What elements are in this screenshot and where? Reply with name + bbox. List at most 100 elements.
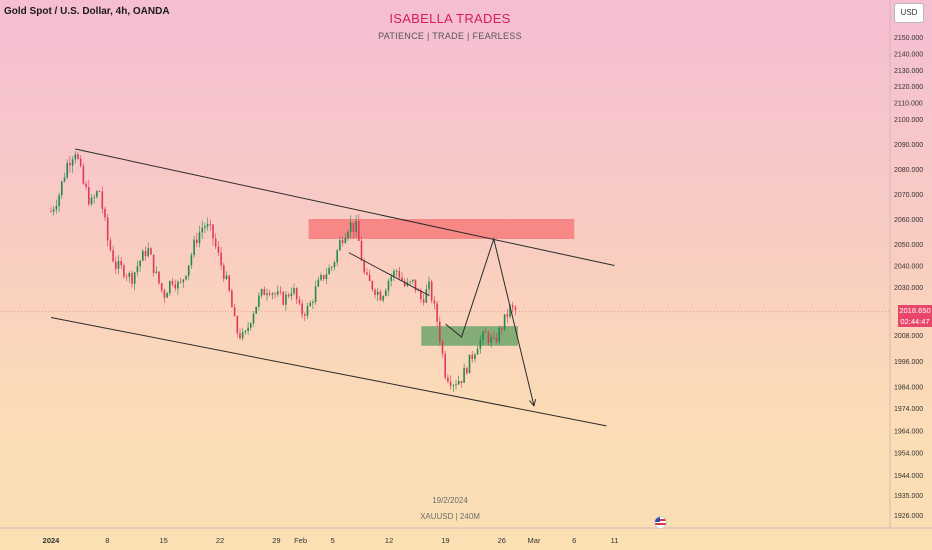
y-tick-label: 2110.000 — [894, 101, 923, 108]
candle-body — [58, 195, 60, 207]
candle-body — [220, 252, 222, 266]
candle-body — [401, 277, 403, 281]
projection-arrowhead — [529, 398, 537, 407]
x-tick-label: 26 — [498, 536, 506, 545]
candle-body — [71, 159, 74, 166]
candle-body — [306, 306, 309, 316]
minor-trendline — [348, 252, 430, 297]
candle-body — [282, 292, 284, 305]
y-tick-label: 1944.000 — [894, 473, 923, 480]
currency-button[interactable]: USD — [894, 3, 924, 23]
candle-body — [457, 380, 460, 385]
candle-body — [317, 279, 320, 287]
bar-countdown: 02:44:47 — [900, 317, 930, 326]
x-tick-label: 29 — [272, 536, 280, 545]
candle-body — [185, 275, 187, 280]
candle-body — [314, 286, 317, 302]
candle-body — [449, 381, 452, 386]
candle-body — [293, 288, 295, 294]
candle-body — [436, 303, 438, 322]
candle-body — [344, 238, 347, 244]
candle-body — [420, 290, 422, 300]
candle-body — [260, 289, 263, 296]
candle-body — [50, 211, 52, 213]
candle-body — [460, 380, 463, 383]
candle-body — [301, 303, 303, 315]
candle-body — [487, 332, 490, 343]
x-tick-label: Feb — [294, 536, 307, 545]
y-tick-label: 2120.000 — [894, 84, 923, 91]
candle-body — [125, 276, 128, 278]
candle-body — [414, 279, 417, 291]
candle-body — [509, 305, 511, 317]
y-tick-label: 2060.000 — [894, 217, 923, 224]
candle-body — [166, 293, 168, 298]
y-tick-label: 2130.000 — [894, 68, 923, 75]
y-tick-label: 1984.000 — [894, 385, 923, 392]
candle-body — [241, 332, 244, 339]
candle-body — [171, 280, 174, 285]
candle-body — [474, 354, 476, 359]
candle-body — [463, 367, 465, 383]
candle-body — [479, 339, 482, 350]
candle-body — [358, 221, 360, 241]
candle-body — [409, 281, 411, 283]
candle-body — [447, 377, 449, 382]
candle-body — [336, 250, 338, 263]
candle-body — [295, 288, 298, 300]
candle-body — [82, 165, 85, 184]
y-tick-label: 2070.000 — [894, 192, 923, 199]
candle-body — [347, 231, 349, 239]
candle-body — [104, 208, 106, 218]
candle-body — [123, 265, 125, 277]
y-tick-label: 1954.000 — [894, 451, 923, 458]
candle-body — [277, 291, 279, 295]
x-tick-label: 8 — [105, 536, 109, 545]
candle-body — [455, 384, 457, 386]
candle-body — [503, 314, 506, 330]
candle-body — [466, 367, 468, 374]
candle-body — [52, 209, 55, 212]
candle-body — [374, 289, 376, 295]
candle-body — [468, 354, 471, 374]
candle-body — [117, 261, 120, 269]
candle-body — [382, 295, 384, 301]
candle-body — [120, 261, 122, 266]
candle-body — [112, 250, 114, 262]
candle-body — [106, 217, 109, 241]
candle-body — [312, 301, 314, 304]
brand-title: ISABELLA TRADES — [389, 11, 511, 26]
candle-body — [158, 271, 160, 284]
candle-body — [325, 274, 328, 280]
candle-body — [255, 306, 257, 314]
x-tick-label: 12 — [385, 536, 393, 545]
candle-body — [390, 276, 392, 281]
candle-body — [393, 271, 395, 277]
candle-body — [417, 290, 419, 292]
candle-body — [395, 270, 398, 272]
candle-body — [271, 293, 274, 295]
candle-body — [179, 281, 182, 283]
candle-body — [209, 224, 212, 226]
candle-body — [63, 177, 66, 182]
candle-body — [320, 275, 322, 280]
candle-body — [147, 248, 149, 257]
candle-body — [115, 261, 117, 269]
y-tick-label: 1935.000 — [894, 493, 923, 500]
candle-body — [363, 260, 365, 273]
candle-body — [322, 275, 325, 280]
candle-body — [142, 250, 144, 261]
candle-body — [258, 295, 260, 307]
candle-body — [152, 254, 155, 273]
candle-body — [182, 279, 185, 283]
candle-body — [366, 272, 368, 275]
candle-body — [430, 281, 433, 301]
candle-body — [93, 196, 95, 198]
candle-body — [355, 221, 357, 232]
candle-body — [150, 248, 152, 255]
candle-body — [90, 197, 93, 205]
candle-body — [339, 239, 341, 251]
candle-body — [212, 224, 214, 239]
x-tick-label: 5 — [331, 536, 335, 545]
